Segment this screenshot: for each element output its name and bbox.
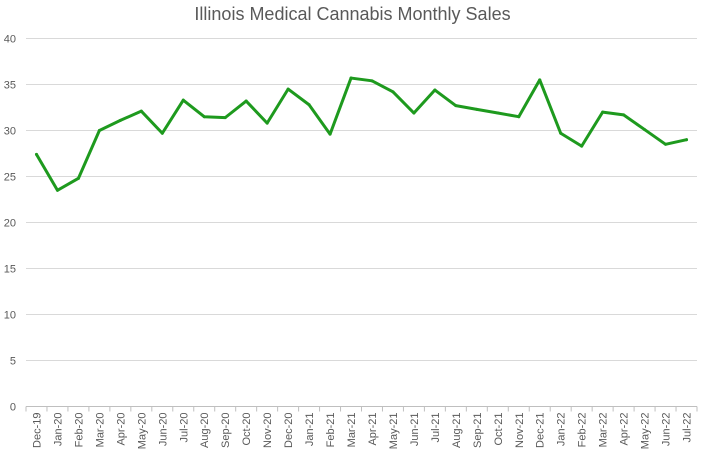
x-tick-label: Nov-20 bbox=[262, 413, 274, 448]
x-tick-label: Oct-21 bbox=[493, 413, 505, 446]
x-tick-label: Dec-20 bbox=[283, 413, 295, 448]
data-point bbox=[496, 111, 500, 115]
data-point bbox=[202, 115, 206, 119]
data-point bbox=[307, 103, 311, 107]
data-point bbox=[664, 142, 668, 146]
data-point bbox=[559, 131, 563, 135]
y-tick-label: 10 bbox=[4, 310, 16, 322]
x-tick-label: Oct-20 bbox=[241, 413, 253, 446]
data-point bbox=[139, 109, 143, 113]
data-point bbox=[76, 176, 80, 180]
data-point bbox=[265, 121, 269, 125]
x-tick-label: Feb-20 bbox=[73, 413, 85, 448]
data-point bbox=[328, 132, 332, 136]
data-point bbox=[391, 90, 395, 94]
y-tick-label: 25 bbox=[4, 172, 16, 184]
y-tick-label: 0 bbox=[10, 402, 16, 414]
x-tick-label: Sep-21 bbox=[472, 413, 484, 448]
chart-title: Illinois Medical Cannabis Monthly Sales bbox=[194, 4, 511, 24]
y-tick-label: 35 bbox=[4, 80, 16, 92]
data-point bbox=[580, 144, 584, 148]
x-tick-label: Aug-21 bbox=[451, 413, 463, 448]
x-tick-label: Aug-20 bbox=[199, 413, 211, 448]
data-point bbox=[223, 116, 227, 120]
data-point bbox=[454, 104, 458, 108]
x-tick-label: Jan-21 bbox=[304, 413, 316, 447]
y-tick-label: 40 bbox=[4, 34, 16, 46]
x-tick-label: Apr-20 bbox=[115, 413, 127, 446]
x-tick-label: Jan-22 bbox=[556, 413, 568, 447]
data-point bbox=[412, 111, 416, 115]
y-tick-label: 20 bbox=[4, 218, 16, 230]
data-point bbox=[643, 128, 647, 132]
x-tick-label: May-20 bbox=[136, 413, 148, 450]
data-point bbox=[244, 99, 248, 103]
data-point bbox=[160, 131, 164, 135]
x-tick-label: Sep-20 bbox=[220, 413, 232, 448]
data-point bbox=[475, 107, 479, 111]
data-point bbox=[34, 152, 38, 156]
x-tick-label: Feb-21 bbox=[325, 413, 337, 448]
x-tick-label: Mar-22 bbox=[598, 413, 610, 448]
y-tick-label: 30 bbox=[4, 126, 16, 138]
y-tick-label: 5 bbox=[10, 356, 16, 368]
x-tick-label: Jun-21 bbox=[409, 413, 421, 447]
data-point bbox=[685, 138, 689, 142]
data-point bbox=[433, 88, 437, 92]
data-point bbox=[55, 188, 59, 192]
x-tick-label: Mar-20 bbox=[94, 413, 106, 448]
data-point bbox=[370, 79, 374, 83]
data-point bbox=[601, 110, 605, 114]
data-point bbox=[181, 98, 185, 102]
data-point bbox=[517, 115, 521, 119]
x-tick-label: May-22 bbox=[640, 413, 652, 450]
x-tick-label: Nov-21 bbox=[514, 413, 526, 448]
data-point bbox=[118, 118, 122, 122]
x-tick-label: Dec-21 bbox=[535, 413, 547, 448]
x-tick-label: Jun-22 bbox=[661, 413, 673, 447]
x-tick-label: Jan-20 bbox=[52, 413, 64, 447]
data-point bbox=[349, 76, 353, 80]
data-point bbox=[286, 87, 290, 91]
x-tick-label: Feb-22 bbox=[577, 413, 589, 448]
x-tick-label: Mar-21 bbox=[346, 413, 358, 448]
x-tick-label: Apr-21 bbox=[367, 413, 379, 446]
series-line bbox=[34, 76, 689, 192]
x-tick-label: Jul-21 bbox=[430, 413, 442, 443]
x-tick-label: Jun-20 bbox=[157, 413, 169, 447]
x-tick-label: May-21 bbox=[388, 413, 400, 450]
data-point bbox=[538, 78, 542, 82]
data-point bbox=[97, 129, 101, 132]
x-tick-label: Jul-22 bbox=[682, 413, 694, 443]
x-tick-label: Jul-20 bbox=[178, 413, 190, 443]
x-tick-label: Dec-19 bbox=[31, 413, 43, 448]
data-point bbox=[622, 113, 626, 117]
y-tick-label: 15 bbox=[4, 264, 16, 276]
x-tick-label: Apr-22 bbox=[619, 413, 631, 446]
